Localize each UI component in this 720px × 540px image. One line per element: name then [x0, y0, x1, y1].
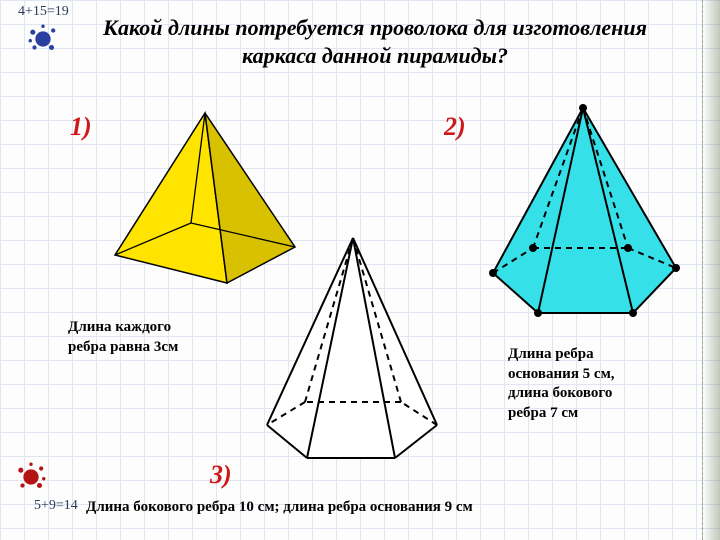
item-1-number: 1) — [70, 112, 92, 142]
item-3-number: 3) — [210, 460, 232, 490]
pyramid-2 — [478, 98, 688, 328]
ink-splat-icon — [14, 460, 48, 494]
item-2-caption: Длина ребра основания 5 см, длина боково… — [508, 345, 698, 423]
formula-top: 4+15=19 — [18, 4, 69, 20]
pyramid-3 — [255, 230, 450, 470]
formula-bottom: 5+9=14 — [34, 498, 78, 514]
page: 4+15=19 5+9=14 Какой длины потребуется п… — [0, 0, 720, 540]
ink-splat-icon — [26, 22, 60, 56]
item-3-caption: Длина бокового ребра 10 см; длина ребра … — [86, 498, 686, 518]
page-title: Какой длины потребуется проволока для из… — [90, 14, 660, 69]
item-2-number: 2) — [444, 112, 466, 142]
item-1-caption: Длина каждого ребра равна 3см — [68, 318, 238, 357]
